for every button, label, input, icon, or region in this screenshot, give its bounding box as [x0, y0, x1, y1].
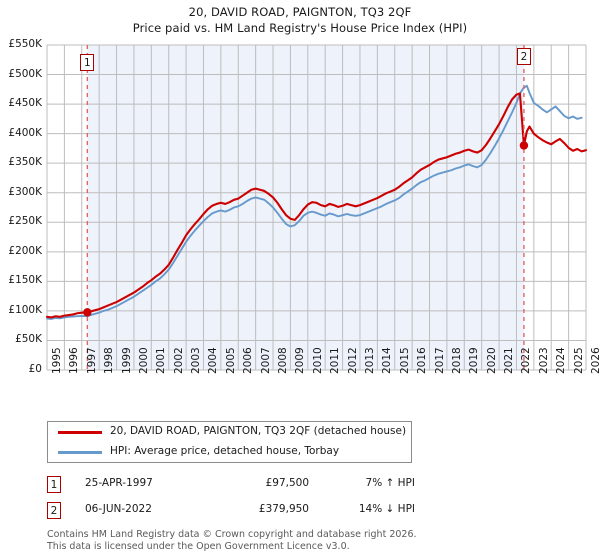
x-axis-tick-label: 2013 [363, 347, 376, 374]
page-subtitle: Price paid vs. HM Land Registry's House … [132, 21, 468, 35]
footer-line-copyright: Contains HM Land Registry data © Crown c… [47, 529, 417, 540]
y-axis-tick-label: £300K [8, 185, 42, 198]
y-axis-tick-label: £550K [8, 38, 42, 50]
legend-label-property: 20, DAVID ROAD, PAIGNTON, TQ3 2QF (detac… [110, 425, 407, 437]
x-axis-tick-label: 2018 [450, 347, 463, 374]
x-axis-tick-label: 2016 [416, 347, 429, 374]
title-block: 20, DAVID ROAD, PAIGNTON, TQ3 2QF Price … [0, 4, 600, 36]
footer-line-licence: This data is licensed under the Open Gov… [47, 540, 350, 552]
legend-swatch-hpi [58, 451, 102, 454]
x-axis-tick-label: 2010 [311, 347, 324, 374]
x-axis-tick-label: 2025 [572, 347, 585, 374]
x-axis-tick-label: 2020 [485, 347, 498, 374]
x-axis-tick-label: 1998 [103, 347, 116, 374]
footer-attribution: Contains HM Land Registry data © Crown c… [47, 529, 587, 552]
y-axis-tick-label: £500K [8, 67, 42, 80]
chart-plot-area: £0 £50K £100K £150K £200K £250K £300K £350K £400… [0, 38, 600, 378]
legend-item-hpi: HPI: Average price, detached house, Torb… [48, 442, 411, 463]
x-axis-tick-label: 1996 [68, 347, 81, 374]
y-axis-tick-label: £450K [8, 97, 42, 110]
x-axis-tick-label: 2022 [520, 347, 533, 374]
y-axis-tick-label: £100K [8, 303, 42, 316]
transaction-hpi-delta-2: 14% ↓ HPI [358, 503, 415, 515]
x-axis-tick-label: 2008 [277, 347, 290, 374]
x-axis-tick-label: 2004 [207, 347, 220, 374]
x-axis-tick-label: 2009 [294, 347, 307, 374]
x-axis-tick-label: 2017 [433, 347, 446, 374]
x-axis-tick-label: 2024 [555, 347, 568, 374]
y-axis-tick-label: £250K [8, 215, 42, 228]
x-axis-tick-label: 1999 [120, 347, 133, 374]
y-axis-tick-label: £400K [8, 126, 42, 139]
x-axis-tick-label: 2000 [137, 347, 150, 374]
y-axis-tick-label: £200K [8, 244, 42, 257]
x-axis-tick-label: 2015 [398, 347, 411, 374]
x-axis-tick-label: 2011 [329, 347, 342, 374]
x-axis-tick-label: 2023 [537, 347, 550, 374]
x-axis-tick-label: 2019 [468, 347, 481, 374]
y-axis-tick-label: £0 [28, 363, 42, 375]
x-axis-tick-label: 1995 [51, 347, 63, 374]
y-axis-tick-label: £50K [15, 333, 42, 346]
legend-label-hpi: HPI: Average price, detached house, Torb… [110, 445, 340, 457]
transaction-date-2: 06-JUN-2022 [85, 503, 152, 515]
price-history-line-chart [45, 44, 588, 371]
legend-item-property: 20, DAVID ROAD, PAIGNTON, TQ3 2QF (detac… [48, 422, 411, 443]
legend-swatch-property [58, 431, 102, 434]
y-axis-tick-label: £350K [8, 156, 42, 169]
x-axis-tick-label: 2007 [259, 347, 272, 374]
transactions-table: 1 25-APR-1997 £97,500 7% ↑ HPI 2 06-JUN-… [47, 474, 447, 526]
x-axis-tick-label: 2001 [155, 347, 168, 374]
x-axis-tick-label: 2014 [381, 347, 394, 374]
x-axis-tick-label: 2006 [242, 347, 255, 374]
transaction-hpi-delta-1: 7% ↑ HPI [365, 477, 415, 489]
x-axis-tick-label: 2021 [503, 347, 516, 374]
chart-marker-2[interactable]: 2 [516, 48, 531, 65]
x-axis-tick-label: 2002 [172, 347, 185, 374]
chart-legend: 20, DAVID ROAD, PAIGNTON, TQ3 2QF (detac… [47, 421, 412, 463]
transaction-price-2: £379,950 [258, 503, 309, 515]
x-axis-tick-label: 2026 [590, 347, 600, 374]
x-axis-tick-label: 2005 [224, 347, 237, 374]
transaction-date-1: 25-APR-1997 [85, 477, 153, 489]
chart-marker-1[interactable]: 1 [80, 54, 95, 71]
page-title: 20, DAVID ROAD, PAIGNTON, TQ3 2QF [188, 5, 412, 19]
table-row: 1 25-APR-1997 £97,500 7% ↑ HPI [47, 474, 447, 500]
table-row: 2 06-JUN-2022 £379,950 14% ↓ HPI [47, 500, 447, 526]
transaction-badge-2: 2 [47, 502, 61, 519]
x-axis-tick-label: 2003 [190, 347, 203, 374]
transaction-badge-1: 1 [47, 476, 61, 493]
y-axis-tick-label: £150K [8, 274, 42, 287]
transaction-price-1: £97,500 [265, 477, 309, 489]
x-axis-tick-label: 1997 [85, 347, 98, 374]
x-axis-tick-label: 2012 [346, 347, 359, 374]
